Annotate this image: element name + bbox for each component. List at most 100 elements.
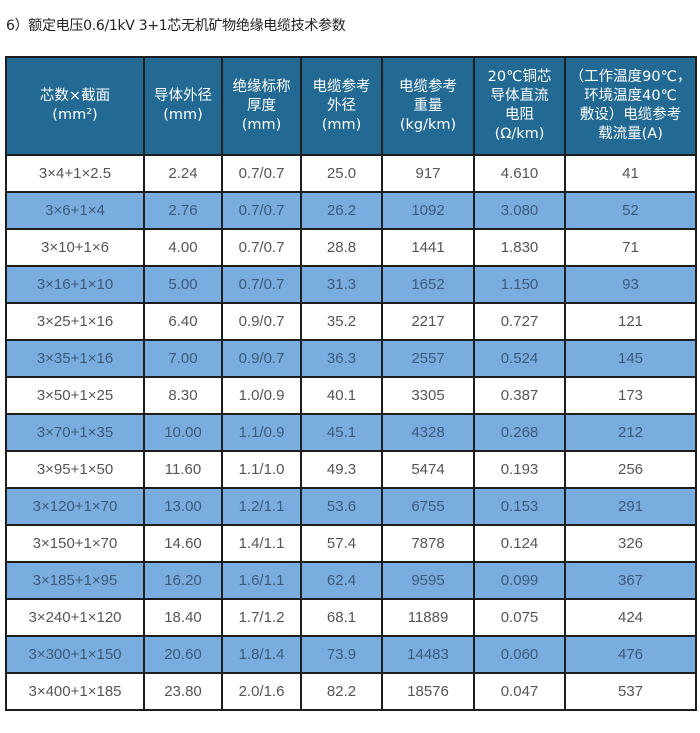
cell-cable-weight: 7878 (381, 524, 475, 563)
cell-cable-weight: 1652 (381, 265, 475, 304)
cell-core-section: 3×300+1×150 (5, 635, 145, 674)
cell-cable-weight: 1441 (381, 228, 475, 267)
header-row: 芯数×截面 (mm²) 导体外径 (mm) 绝缘标称 厚度 (mm) 电缆参考 外径 (mm) 电缆… (5, 56, 697, 156)
cell-insulation-thickness: 0.7/0.7 (221, 228, 302, 267)
cell-cable-diameter: 28.8 (300, 228, 383, 267)
table-row: 3×300+1×150 20.60 1.8/1.4 73.9 14483 0.060 476 (5, 635, 697, 674)
cell-dc-resistance: 0.060 (473, 635, 566, 674)
cell-cable-diameter: 57.4 (300, 524, 383, 563)
cell-core-section: 3×120+1×70 (5, 487, 145, 526)
cell-conductor-diameter: 20.60 (143, 635, 223, 674)
cell-insulation-thickness: 1.7/1.2 (221, 598, 302, 637)
cell-insulation-thickness: 1.2/1.1 (221, 487, 302, 526)
cell-current-capacity: 212 (564, 413, 697, 452)
cell-cable-diameter: 53.6 (300, 487, 383, 526)
cell-current-capacity: 326 (564, 524, 697, 563)
header-line: 电阻 (505, 107, 534, 123)
cell-dc-resistance: 0.099 (473, 561, 566, 600)
header-line: (Ω/km) (494, 126, 545, 142)
cell-current-capacity: 93 (564, 265, 697, 304)
cell-core-section: 3×400+1×185 (5, 672, 145, 711)
cell-cable-diameter: 49.3 (300, 450, 383, 489)
header-line: (mm) (241, 116, 282, 133)
cell-cable-diameter: 62.4 (300, 561, 383, 600)
cell-conductor-diameter: 2.76 (143, 191, 223, 230)
cell-dc-resistance: 0.387 (473, 376, 566, 415)
cell-conductor-diameter: 14.60 (143, 524, 223, 563)
cell-conductor-diameter: 18.40 (143, 598, 223, 637)
cell-dc-resistance: 1.830 (473, 228, 566, 267)
header-line: 环境温度40℃ (584, 88, 677, 104)
cell-insulation-thickness: 0.7/0.7 (221, 265, 302, 304)
cell-current-capacity: 71 (564, 228, 697, 267)
cell-cable-diameter: 40.1 (300, 376, 383, 415)
cell-insulation-thickness: 0.9/0.7 (221, 302, 302, 341)
header-line: 载流量(A) (598, 126, 663, 142)
cell-current-capacity: 367 (564, 561, 697, 600)
cell-cable-weight: 4328 (381, 413, 475, 452)
header-cable-weight: 电缆参考 重量 (kg/km) (381, 56, 475, 156)
cell-cable-weight: 2217 (381, 302, 475, 341)
table-row: 3×400+1×185 23.80 2.0/1.6 82.2 18576 0.047 537 (5, 672, 697, 711)
header-current-capacity: （工作温度90℃， 环境温度40℃ 敷设）电缆参考 载流量(A) (564, 56, 697, 156)
cell-dc-resistance: 0.075 (473, 598, 566, 637)
cell-dc-resistance: 0.153 (473, 487, 566, 526)
cell-cable-diameter: 82.2 (300, 672, 383, 711)
table-row: 3×120+1×70 13.00 1.2/1.1 53.6 6755 0.153 291 (5, 487, 697, 526)
cell-dc-resistance: 1.150 (473, 265, 566, 304)
header-cable-diameter: 电缆参考 外径 (mm) (300, 56, 383, 156)
header-dc-resistance: 20℃铜芯导体直流电阻 (Ω/km) (473, 56, 566, 156)
cell-cable-weight: 14483 (381, 635, 475, 674)
cell-cable-weight: 2557 (381, 339, 475, 378)
cell-current-capacity: 173 (564, 376, 697, 415)
cell-cable-diameter: 45.1 (300, 413, 383, 452)
cell-core-section: 3×10+1×6 (5, 228, 145, 267)
cell-core-section: 3×16+1×10 (5, 265, 145, 304)
cell-conductor-diameter: 7.00 (143, 339, 223, 378)
cell-cable-weight: 11889 (381, 598, 475, 637)
cell-insulation-thickness: 1.0/0.9 (221, 376, 302, 415)
cell-conductor-diameter: 5.00 (143, 265, 223, 304)
header-line: 厚度 (247, 97, 276, 114)
table-row: 3×10+1×6 4.00 0.7/0.7 28.8 1441 1.830 71 (5, 228, 697, 267)
cell-current-capacity: 256 (564, 450, 697, 489)
cell-conductor-diameter: 6.40 (143, 302, 223, 341)
table-row: 3×150+1×70 14.60 1.4/1.1 57.4 7878 0.124 326 (5, 524, 697, 563)
cell-dc-resistance: 0.524 (473, 339, 566, 378)
cell-cable-weight: 3305 (381, 376, 475, 415)
cell-conductor-diameter: 11.60 (143, 450, 223, 489)
cable-parameters-table: 芯数×截面 (mm²) 导体外径 (mm) 绝缘标称 厚度 (mm) 电缆参考 外径 (mm) 电缆… (5, 56, 697, 711)
cell-current-capacity: 291 (564, 487, 697, 526)
cell-conductor-diameter: 8.30 (143, 376, 223, 415)
cell-core-section: 3×95+1×50 (5, 450, 145, 489)
cell-dc-resistance: 4.610 (473, 154, 566, 193)
header-line: 外径 (327, 97, 356, 114)
header-line: 敷设）电缆参考 (579, 107, 682, 123)
table-row: 3×185+1×95 16.20 1.6/1.1 62.4 9595 0.099 367 (5, 561, 697, 600)
cell-insulation-thickness: 1.6/1.1 (221, 561, 302, 600)
cell-conductor-diameter: 4.00 (143, 228, 223, 267)
header-line: 绝缘标称 (232, 78, 291, 95)
cell-dc-resistance: 0.047 (473, 672, 566, 711)
table-row: 3×240+1×120 18.40 1.7/1.2 68.1 11889 0.075 424 (5, 598, 697, 637)
cell-core-section: 3×150+1×70 (5, 524, 145, 563)
header-line: (mm²) (52, 107, 98, 123)
cell-core-section: 3×4+1×2.5 (5, 154, 145, 193)
header-core-section: 芯数×截面 (mm²) (5, 56, 145, 156)
header-line: 导体外径 (154, 88, 212, 104)
cell-insulation-thickness: 1.1/0.9 (221, 413, 302, 452)
table-row: 3×4+1×2.5 2.24 0.7/0.7 25.0 917 4.610 41 (5, 154, 697, 193)
header-line: (mm) (321, 116, 362, 133)
header-insulation-thickness: 绝缘标称厚度 (mm) (221, 56, 302, 156)
cell-cable-diameter: 73.9 (300, 635, 383, 674)
cell-core-section: 3×25+1×16 (5, 302, 145, 341)
cell-current-capacity: 476 (564, 635, 697, 674)
header-line: 20℃铜芯 (487, 69, 552, 85)
cell-cable-diameter: 35.2 (300, 302, 383, 341)
header-line: 重量 (413, 97, 443, 114)
header-line: 导体直流 (490, 88, 549, 104)
cell-insulation-thickness: 1.8/1.4 (221, 635, 302, 674)
table-row: 3×35+1×16 7.00 0.9/0.7 36.3 2557 0.524 145 (5, 339, 697, 378)
cell-current-capacity: 145 (564, 339, 697, 378)
table-row: 3×16+1×10 5.00 0.7/0.7 31.3 1652 1.150 93 (5, 265, 697, 304)
